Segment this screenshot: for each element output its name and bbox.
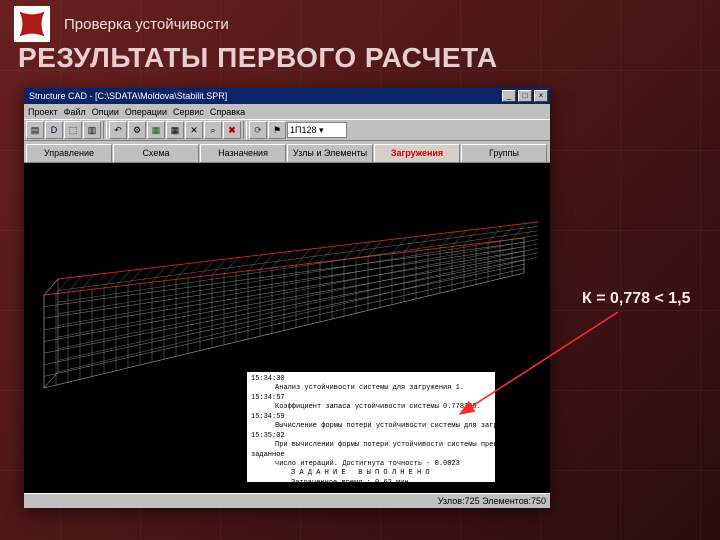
menubar: Проект Файл Опции Операции Сервис Справка bbox=[24, 104, 550, 119]
menu-item[interactable]: Файл bbox=[64, 107, 86, 117]
toolbar-separator bbox=[243, 121, 247, 139]
tab[interactable]: Управление bbox=[26, 144, 112, 162]
log-line: З А Д А Н И Е В Ы П О Л Н Е Н О bbox=[251, 469, 491, 478]
view1-icon[interactable]: ⬚ bbox=[64, 121, 82, 139]
log-line: Затраченное время : 0.62 мин. bbox=[251, 479, 491, 483]
window-titlebar[interactable]: Structure CAD - [C:\SDATA\Moldova\Stabil… bbox=[24, 88, 550, 104]
log-line: 15:35:02 bbox=[251, 432, 491, 441]
logo-icon bbox=[14, 6, 50, 42]
axis-icon[interactable]: ✕ bbox=[185, 121, 203, 139]
tab-strip: УправлениеСхемаНазначенияУзлы и Элементы… bbox=[24, 141, 550, 163]
minimize-icon[interactable]: _ bbox=[502, 90, 516, 102]
maximize-icon[interactable]: □ bbox=[518, 90, 532, 102]
status-bar: Узлов:725 Элементов:750 bbox=[24, 493, 550, 508]
menu-item[interactable]: Операции bbox=[125, 107, 167, 117]
log-line: Вычисление формы потери устойчивости сис… bbox=[251, 422, 491, 431]
app-window: Structure CAD - [C:\SDATA\Moldova\Stabil… bbox=[24, 88, 550, 508]
log-line: 15:34:59 bbox=[251, 413, 491, 422]
refresh-icon[interactable]: ⟳ bbox=[249, 121, 267, 139]
toolbar-separator bbox=[103, 121, 107, 139]
log-line: число итераций. Достигнута точность - 0.… bbox=[251, 460, 491, 469]
annotation-text: К = 0,778 < 1,5 bbox=[582, 290, 691, 308]
slide-title: РЕЗУЛЬТАТЫ ПЕРВОГО РАСЧЕТА bbox=[18, 42, 498, 74]
zoom-icon[interactable]: ⌕ bbox=[204, 121, 222, 139]
status-text: Узлов:725 Элементов:750 bbox=[438, 496, 546, 506]
tab[interactable]: Загружения bbox=[374, 144, 460, 162]
slide-subtitle: Проверка устойчивости bbox=[64, 16, 229, 33]
flag-icon[interactable]: ⚑ bbox=[268, 121, 286, 139]
close-icon[interactable]: × bbox=[534, 90, 548, 102]
log-line: 15:34:57 bbox=[251, 394, 491, 403]
tab[interactable]: Назначения bbox=[200, 144, 286, 162]
tab[interactable]: Группы bbox=[461, 144, 547, 162]
wire-icon[interactable]: ▦ bbox=[166, 121, 184, 139]
project-icon[interactable]: ▤ bbox=[26, 121, 44, 139]
log-line: заданное bbox=[251, 451, 491, 460]
cfg-icon[interactable]: ⚙ bbox=[128, 121, 146, 139]
mesh-icon[interactable]: ▦ bbox=[147, 121, 165, 139]
undo-icon[interactable]: ↶ bbox=[109, 121, 127, 139]
menu-item[interactable]: Сервис bbox=[173, 107, 204, 117]
load-case-combo[interactable]: 1П128 ▾ bbox=[287, 122, 347, 138]
view2-icon[interactable]: ▥ bbox=[83, 121, 101, 139]
window-title: Structure CAD - [C:\SDATA\Moldova\Stabil… bbox=[26, 91, 502, 101]
log-panel: 15:34:30Анализ устойчивости системы для … bbox=[246, 371, 496, 483]
menu-item[interactable]: Опции bbox=[92, 107, 119, 117]
log-line: Коэффициент запаса устойчивости системы … bbox=[251, 403, 491, 412]
toolbar: ▤D⬚▥↶⚙▦▦✕⌕✖⟳⚑1П128 ▾ bbox=[24, 119, 550, 141]
log-line: При вычислении формы потери устойчивости… bbox=[251, 441, 491, 450]
d-icon[interactable]: D bbox=[45, 121, 63, 139]
delete-icon[interactable]: ✖ bbox=[223, 121, 241, 139]
tab[interactable]: Узлы и Элементы bbox=[287, 144, 373, 162]
log-line: Анализ устойчивости системы для загружен… bbox=[251, 384, 491, 393]
menu-item[interactable]: Проект bbox=[28, 107, 58, 117]
tab[interactable]: Схема bbox=[113, 144, 199, 162]
model-viewport[interactable]: 15:34:30Анализ устойчивости системы для … bbox=[24, 163, 550, 493]
menu-item[interactable]: Справка bbox=[210, 107, 245, 117]
